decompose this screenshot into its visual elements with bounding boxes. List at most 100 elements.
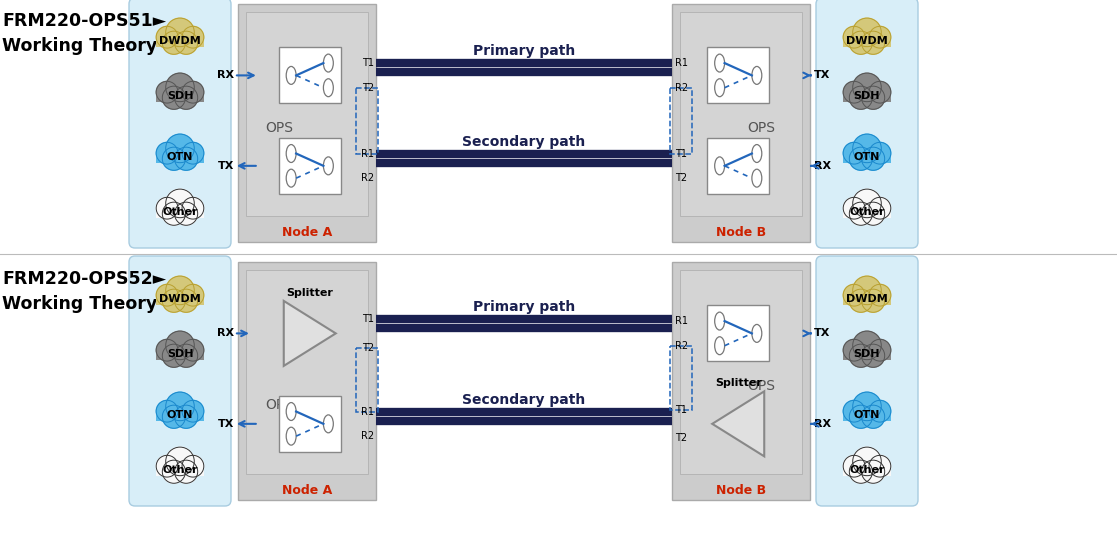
Bar	[156, 467, 203, 476]
Ellipse shape	[286, 169, 296, 187]
Ellipse shape	[324, 79, 333, 97]
FancyBboxPatch shape	[246, 12, 367, 216]
FancyBboxPatch shape	[707, 138, 770, 194]
Text: OPS: OPS	[266, 398, 294, 412]
Text: Splitter: Splitter	[286, 288, 333, 298]
FancyBboxPatch shape	[246, 270, 367, 474]
Bar	[843, 296, 890, 305]
Circle shape	[156, 26, 178, 48]
Ellipse shape	[715, 54, 725, 72]
Text: SDH: SDH	[853, 91, 880, 101]
Circle shape	[861, 289, 885, 312]
FancyBboxPatch shape	[128, 0, 231, 248]
Circle shape	[162, 344, 185, 367]
Text: T2: T2	[675, 173, 687, 183]
FancyBboxPatch shape	[707, 305, 770, 361]
FancyBboxPatch shape	[279, 396, 341, 452]
Circle shape	[869, 339, 890, 361]
Circle shape	[852, 189, 881, 218]
FancyBboxPatch shape	[680, 12, 802, 216]
Circle shape	[174, 147, 198, 170]
Bar	[356, 88, 378, 153]
FancyBboxPatch shape	[279, 48, 341, 103]
Text: T2: T2	[675, 433, 687, 443]
Circle shape	[165, 134, 194, 163]
Text: OTN: OTN	[166, 410, 193, 420]
Circle shape	[849, 405, 872, 428]
Bar	[843, 93, 890, 102]
FancyBboxPatch shape	[707, 48, 770, 103]
Circle shape	[156, 339, 178, 361]
Polygon shape	[284, 301, 336, 366]
Circle shape	[162, 460, 185, 483]
Circle shape	[162, 289, 185, 312]
Text: OTN: OTN	[853, 410, 880, 420]
Circle shape	[843, 81, 865, 103]
Circle shape	[174, 460, 198, 483]
Text: TX: TX	[218, 419, 233, 429]
Text: RX: RX	[217, 70, 233, 80]
Circle shape	[174, 405, 198, 428]
Text: DWDM: DWDM	[846, 36, 888, 46]
Text: FRM220-OPS51►
Working Theory: FRM220-OPS51► Working Theory	[2, 12, 166, 55]
Circle shape	[162, 405, 185, 428]
FancyBboxPatch shape	[238, 262, 376, 500]
Text: OPS: OPS	[747, 121, 775, 135]
Bar	[843, 467, 890, 476]
Text: Splitter: Splitter	[715, 378, 762, 388]
FancyBboxPatch shape	[817, 0, 918, 248]
Text: TX: TX	[218, 161, 233, 171]
Circle shape	[156, 81, 178, 103]
Text: T1: T1	[675, 405, 687, 414]
Circle shape	[869, 197, 890, 219]
Bar	[156, 210, 203, 218]
Circle shape	[174, 86, 198, 109]
Text: TX: TX	[814, 328, 830, 339]
Circle shape	[861, 86, 885, 109]
Text: DWDM: DWDM	[846, 294, 888, 304]
Text: Secondary path: Secondary path	[462, 393, 585, 407]
Text: Other: Other	[162, 465, 198, 475]
Ellipse shape	[752, 169, 762, 187]
Circle shape	[162, 31, 185, 54]
Text: RX: RX	[814, 161, 831, 171]
Bar	[670, 346, 693, 410]
Circle shape	[869, 455, 890, 477]
Bar	[156, 38, 203, 47]
Text: T2: T2	[362, 83, 374, 93]
Ellipse shape	[286, 402, 296, 420]
Circle shape	[156, 284, 178, 306]
Circle shape	[156, 400, 178, 422]
Ellipse shape	[752, 324, 762, 342]
Circle shape	[182, 81, 203, 103]
Text: R1: R1	[361, 407, 374, 417]
Text: R1: R1	[675, 316, 688, 326]
Circle shape	[165, 189, 194, 218]
Circle shape	[849, 289, 872, 312]
Text: OPS: OPS	[266, 121, 294, 135]
Text: OPS: OPS	[747, 379, 775, 393]
Circle shape	[165, 276, 194, 305]
Circle shape	[843, 284, 865, 306]
Circle shape	[843, 339, 865, 361]
Circle shape	[849, 344, 872, 367]
Circle shape	[852, 392, 881, 420]
Circle shape	[174, 344, 198, 367]
Circle shape	[165, 447, 194, 476]
Bar	[843, 38, 890, 47]
Circle shape	[165, 392, 194, 420]
Circle shape	[869, 81, 890, 103]
Text: T1: T1	[362, 314, 374, 324]
Circle shape	[849, 202, 872, 225]
Ellipse shape	[324, 157, 333, 175]
Ellipse shape	[324, 415, 333, 433]
Text: Other: Other	[849, 465, 885, 475]
Circle shape	[843, 143, 865, 164]
Text: DWDM: DWDM	[159, 36, 201, 46]
Circle shape	[861, 460, 885, 483]
Circle shape	[869, 284, 890, 306]
Circle shape	[861, 147, 885, 170]
Ellipse shape	[752, 145, 762, 163]
Text: OTN: OTN	[166, 152, 193, 162]
Circle shape	[843, 197, 865, 219]
